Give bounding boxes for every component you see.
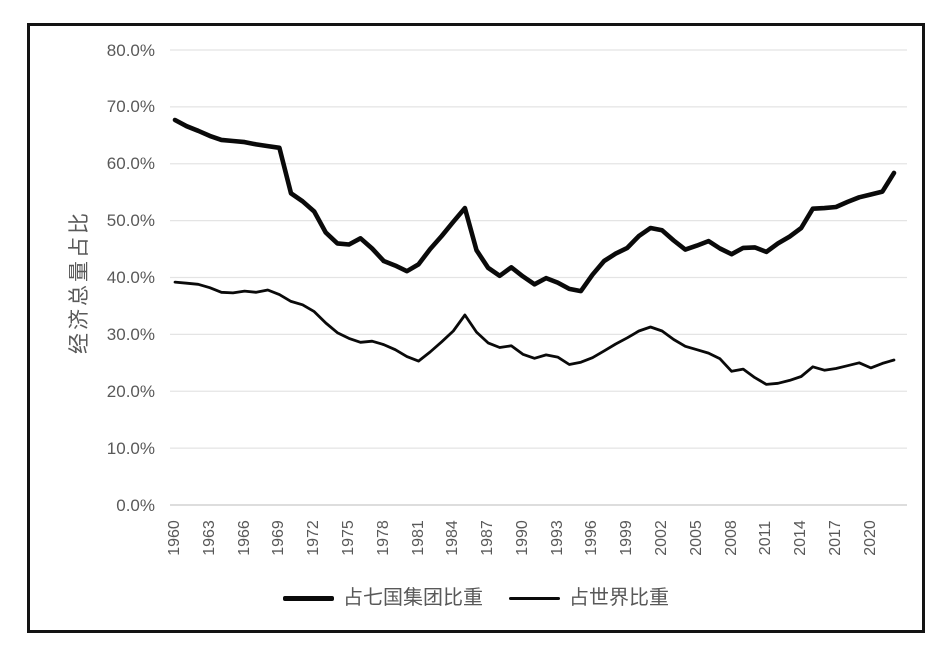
- x-tick-label: 1966: [235, 520, 253, 556]
- x-tick-label: 1987: [479, 520, 497, 556]
- y-tick-label: 50.0%: [106, 211, 155, 231]
- x-tick-label: 1963: [200, 520, 218, 556]
- x-tick-label: 2020: [861, 520, 879, 556]
- legend: 占七国集团比重 占世界比重: [27, 583, 925, 613]
- legend-line-swatch: [509, 596, 560, 600]
- x-tick-label: 1984: [444, 520, 462, 556]
- legend-item-1: 占世界比重: [509, 585, 669, 611]
- x-tick-label: 2008: [722, 520, 740, 556]
- x-tick-label: 1999: [618, 520, 636, 556]
- y-tick-label: 70.0%: [106, 97, 155, 117]
- y-tick-label: 0.0%: [116, 495, 155, 515]
- x-tick-label: 2002: [653, 520, 671, 556]
- y-tick-label: 10.0%: [106, 438, 155, 458]
- x-tick-label: 1993: [548, 520, 566, 556]
- y-tick-label: 20.0%: [106, 381, 155, 401]
- x-tick-label: 1978: [374, 520, 392, 556]
- x-tick-label: 2005: [687, 520, 705, 556]
- series-line-0: [172, 117, 897, 294]
- y-tick-label: 40.0%: [106, 268, 155, 287]
- legend-line-swatch: [283, 595, 334, 601]
- x-tick-label: 2017: [827, 520, 845, 556]
- legend-label: 占七国集团比重: [343, 587, 483, 609]
- x-tick-label: 1972: [305, 520, 323, 556]
- x-tick-label: 2011: [757, 520, 775, 556]
- x-tick-label: 1969: [270, 520, 288, 556]
- x-tick-label: 2014: [792, 520, 810, 556]
- y-tick-label: 30.0%: [106, 324, 155, 344]
- x-tick-label: 1975: [339, 520, 357, 556]
- y-tick-label: 60.0%: [106, 154, 155, 174]
- x-tick-label: 1981: [409, 520, 427, 556]
- x-tick-label: 1960: [166, 520, 183, 556]
- x-tick-label: 1996: [583, 520, 601, 556]
- legend-label: 占世界比重: [569, 587, 669, 609]
- series-line-1: [173, 280, 896, 386]
- legend-item-0: 占七国集团比重: [283, 585, 483, 611]
- chart-border-frame: [27, 23, 925, 633]
- x-tick-label: 1990: [513, 520, 531, 556]
- y-tick-label: 80.0%: [106, 40, 155, 60]
